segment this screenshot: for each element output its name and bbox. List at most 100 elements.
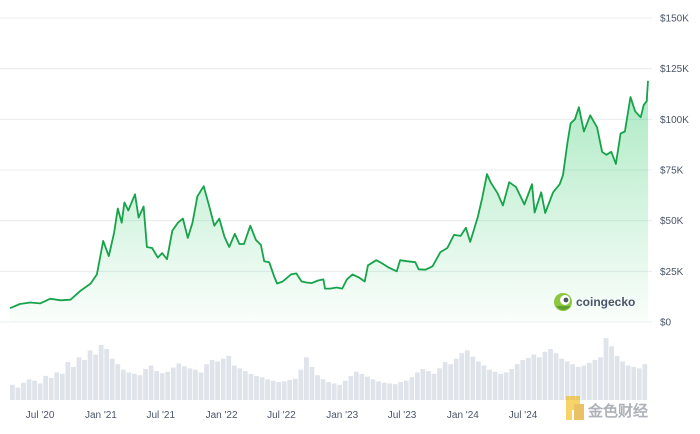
volume-bar <box>614 355 620 400</box>
volume-bar <box>209 360 215 400</box>
y-tick-label: $0 <box>660 318 672 329</box>
volume-bar <box>237 368 243 400</box>
volume-bar <box>65 362 71 400</box>
volume-bar <box>32 380 37 400</box>
volume-bar <box>586 362 592 400</box>
volume-bar <box>481 365 487 400</box>
volume-bar <box>137 375 143 400</box>
y-tick-label: $50K <box>660 216 684 227</box>
y-tick-label: $100K <box>660 115 689 126</box>
x-tick-label: Jan '21 <box>85 410 117 421</box>
volume-bar <box>259 377 265 400</box>
volume-bar <box>132 373 137 400</box>
volume-bar <box>387 383 392 400</box>
volume-bar <box>498 373 503 400</box>
volume-bar <box>476 361 481 400</box>
volume-bar <box>204 364 209 400</box>
volume-bar <box>492 371 498 400</box>
volume-bar <box>620 361 626 400</box>
price-line <box>9 80 649 310</box>
volume-bar <box>559 358 564 400</box>
volume-bar <box>631 366 637 400</box>
y-tick-label: $125K <box>660 64 689 75</box>
y-tick-label: $25K <box>660 267 684 278</box>
volume-bar <box>37 383 43 400</box>
volume-bar <box>143 369 148 400</box>
volume-bar <box>59 373 65 400</box>
volume-bar <box>98 344 104 400</box>
volume-bar <box>464 350 470 400</box>
jinse-logo-icon <box>566 396 584 420</box>
volume-bar <box>609 346 614 400</box>
volume-bar <box>331 383 337 400</box>
volume-bar <box>409 377 415 400</box>
coingecko-logo-text: coingecko <box>576 295 635 309</box>
volume-bar <box>243 371 248 400</box>
volume-bar <box>309 366 315 400</box>
x-tick-label: Jul '22 <box>267 410 296 421</box>
volume-bar <box>459 353 465 400</box>
volume-bar <box>26 379 32 400</box>
volume-bar <box>220 358 226 400</box>
volume-bar <box>564 361 570 400</box>
volume-bar <box>170 367 176 400</box>
volume-bar <box>592 360 598 400</box>
volume-bar <box>437 368 442 400</box>
volume-bar <box>348 375 354 400</box>
gecko-icon <box>554 293 572 311</box>
volume-bar <box>15 387 21 400</box>
volume-bar <box>10 384 15 400</box>
volume-bar <box>376 381 381 400</box>
volume-bar <box>625 365 631 400</box>
volume-bar <box>365 376 370 400</box>
volume-bar <box>414 372 420 400</box>
volume-bar <box>43 375 49 400</box>
x-tick-label: Jul '21 <box>146 410 175 421</box>
volume-bar <box>420 369 426 400</box>
volume-bar <box>553 353 559 400</box>
volume-bar <box>54 372 60 400</box>
volume-bar <box>154 371 159 400</box>
volume-bar <box>470 356 476 400</box>
volume-bar <box>21 382 26 400</box>
volume-bar <box>198 372 204 400</box>
volume-bar <box>265 379 270 400</box>
volume-bar <box>315 375 320 400</box>
volume-bar <box>181 366 187 400</box>
volume-bar <box>525 357 531 400</box>
volume-bar <box>531 354 537 400</box>
volume-bar <box>514 364 520 400</box>
volume-bar <box>159 373 165 400</box>
volume-bar <box>548 349 553 400</box>
y-tick-label: $75K <box>660 166 684 177</box>
volume-bar <box>231 365 237 400</box>
volume-bar <box>509 369 515 400</box>
volume-bar <box>636 368 642 400</box>
volume-bar <box>431 373 437 400</box>
volume-bar <box>76 357 82 400</box>
volume-bar <box>603 338 609 400</box>
coingecko-logo: coingecko <box>554 293 635 311</box>
volume-bar <box>87 350 93 400</box>
volume-bar <box>48 377 54 400</box>
volume-bar <box>370 379 376 400</box>
volume-bar <box>292 378 298 400</box>
volume-bar <box>281 381 287 400</box>
price-area-fill <box>10 80 648 322</box>
volume-bar <box>353 371 359 400</box>
volume-bar <box>120 369 126 400</box>
volume-bar <box>326 382 331 400</box>
volume-bar <box>304 357 309 400</box>
volume-bar <box>93 354 98 400</box>
volume-bar <box>71 366 76 400</box>
volume-bar <box>109 358 115 400</box>
x-tick-label: Jan '22 <box>206 410 238 421</box>
volume-bar <box>82 360 87 400</box>
x-axis-tick-labels: Jul '20 Jan '21 Jul '21 Jan '22 Jul '22 Jan '… <box>26 410 538 421</box>
watermark: 金色财经 <box>566 396 648 420</box>
volume-bar <box>337 384 343 400</box>
volume-bar <box>148 365 154 400</box>
volume-bar <box>570 364 576 400</box>
volume-bar <box>542 351 548 400</box>
